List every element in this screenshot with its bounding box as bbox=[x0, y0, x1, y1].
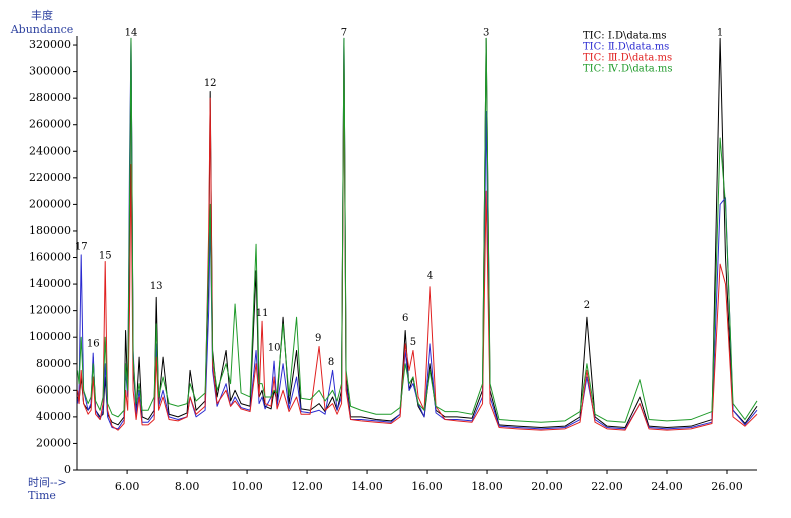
y-tick-label: 80000 bbox=[36, 357, 71, 370]
peak-label: 13 bbox=[150, 281, 163, 292]
legend-entry: TIC: Ⅱ.D\data.ms bbox=[583, 42, 669, 53]
series-line bbox=[77, 37, 758, 423]
peak-label: 7 bbox=[341, 28, 347, 39]
y-tick-label: 20000 bbox=[36, 436, 71, 449]
y-tick-label: 0 bbox=[64, 463, 71, 476]
y-tick-label: 60000 bbox=[36, 383, 71, 396]
peak-label: 11 bbox=[256, 308, 269, 319]
peak-label: 1 bbox=[717, 28, 723, 39]
peak-label: 17 bbox=[75, 241, 88, 252]
y-tick-label: 120000 bbox=[29, 304, 71, 317]
peak-label: 14 bbox=[125, 28, 138, 39]
peak-label: 5 bbox=[410, 337, 416, 348]
legend-entry: TIC: Ⅰ.D\data.ms bbox=[583, 31, 666, 42]
peak-label: 4 bbox=[427, 271, 433, 282]
y-tick-label: 200000 bbox=[29, 197, 71, 210]
x-tick-label: 12.00 bbox=[291, 480, 323, 493]
peak-label: 8 bbox=[328, 357, 334, 368]
y-tick-label: 320000 bbox=[29, 38, 71, 51]
y-tick-label: 160000 bbox=[29, 251, 71, 264]
y-tick-label: 220000 bbox=[29, 171, 71, 184]
series-line bbox=[77, 37, 758, 430]
peak-label: 16 bbox=[87, 338, 100, 349]
y-axis-label: 丰度 bbox=[31, 8, 53, 22]
y-tick-label: 40000 bbox=[36, 410, 71, 423]
y-tick-label: 240000 bbox=[29, 144, 71, 157]
x-tick-label: 14.00 bbox=[351, 480, 383, 493]
x-tick-label: 20.00 bbox=[531, 480, 563, 493]
y-tick-label: 280000 bbox=[29, 91, 71, 104]
x-tick-label: 24.00 bbox=[651, 480, 683, 493]
y-tick-label: 100000 bbox=[29, 330, 71, 343]
peak-label: 12 bbox=[204, 78, 217, 89]
x-tick-label: 18.00 bbox=[471, 480, 503, 493]
y-tick-label: 300000 bbox=[29, 65, 71, 78]
x-tick-label: 6.00 bbox=[115, 480, 140, 493]
x-tick-label: 16.00 bbox=[411, 480, 443, 493]
x-axis-label-en: Time bbox=[28, 489, 56, 502]
x-tick-label: 8.00 bbox=[175, 480, 200, 493]
y-tick-label: 260000 bbox=[29, 118, 71, 131]
x-axis-label: 时间--> bbox=[28, 476, 67, 489]
x-tick-label: 26.00 bbox=[711, 480, 743, 493]
series-line bbox=[77, 57, 758, 431]
y-axis-label-en: Abundance bbox=[10, 23, 74, 36]
legend-entry: TIC: Ⅳ.D\data.ms bbox=[583, 64, 673, 75]
series-line bbox=[77, 37, 758, 428]
x-tick-label: 22.00 bbox=[591, 480, 623, 493]
x-tick-label: 10.00 bbox=[231, 480, 263, 493]
peak-label: 9 bbox=[315, 333, 321, 344]
peak-label: 6 bbox=[402, 313, 408, 324]
y-tick-label: 140000 bbox=[29, 277, 71, 290]
peak-label: 2 bbox=[584, 300, 590, 311]
y-tick-label: 180000 bbox=[29, 224, 71, 237]
peak-label: 3 bbox=[483, 28, 489, 39]
legend-entry: TIC: Ⅲ.D\data.ms bbox=[583, 53, 672, 64]
peak-label: 10 bbox=[268, 342, 281, 353]
peak-label: 15 bbox=[99, 251, 112, 262]
